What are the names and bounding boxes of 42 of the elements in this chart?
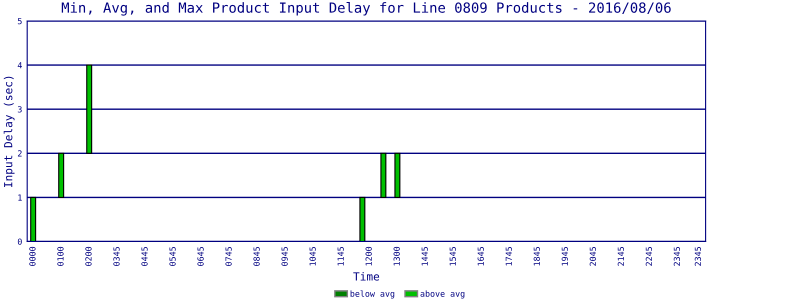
x-tick-label: 0445 <box>141 247 148 266</box>
y-tick-label: 3 <box>18 106 22 113</box>
x-tick-label: 2345 <box>674 247 680 266</box>
bar <box>86 64 92 154</box>
x-tick-label: 1200 <box>366 246 372 266</box>
x-tick-label: 2345 <box>694 247 702 266</box>
x-tick-label: 0745 <box>225 247 232 266</box>
x-tick-label: 0100 <box>57 246 64 266</box>
x-tick-label: 1545 <box>450 247 456 266</box>
x-tick-label: 1300 <box>394 246 400 266</box>
x-axis-title: Time <box>353 272 380 281</box>
y-axis-title: Input Delay (sec) <box>4 76 15 188</box>
x-tick-label: 1045 <box>309 247 316 266</box>
x-tick-label: 0200 <box>85 246 92 266</box>
bar <box>359 196 366 242</box>
y-tick-label: 2 <box>18 150 22 156</box>
x-tick-label: 1445 <box>422 247 428 266</box>
x-tick-label: 0845 <box>253 247 260 266</box>
legend-label: above avg <box>420 290 464 298</box>
bar <box>380 152 386 198</box>
x-tick-label: 2045 <box>590 247 596 266</box>
x-tick-label: 1845 <box>534 247 540 266</box>
legend-label: below avg <box>350 290 394 298</box>
x-tick-label: 1645 <box>478 247 484 266</box>
x-tick-label: 1745 <box>506 247 512 266</box>
y-tick-label: 0 <box>18 238 22 245</box>
x-tick-label: 2145 <box>618 247 624 266</box>
x-tick-label: 1945 <box>562 247 568 266</box>
y-tick-label: 4 <box>18 62 22 68</box>
x-tick-label: 1145 <box>338 247 344 266</box>
bar <box>394 152 400 198</box>
bar <box>58 152 64 198</box>
x-tick-label: 0645 <box>197 247 204 266</box>
x-tick-label: 0545 <box>169 247 176 266</box>
bar <box>30 196 36 242</box>
x-tick-label: 0345 <box>113 247 120 266</box>
x-tick-label: 2245 <box>646 247 652 266</box>
x-tick-label: 0945 <box>281 247 288 266</box>
y-tick-label: 1 <box>18 194 22 201</box>
x-tick-label: 0000 <box>29 246 36 266</box>
chart-title: Min, Avg, and Max Product Input Delay for Line 0809 Products - 2016/08/06 <box>62 2 671 16</box>
y-tick-label: 5 <box>18 18 22 24</box>
